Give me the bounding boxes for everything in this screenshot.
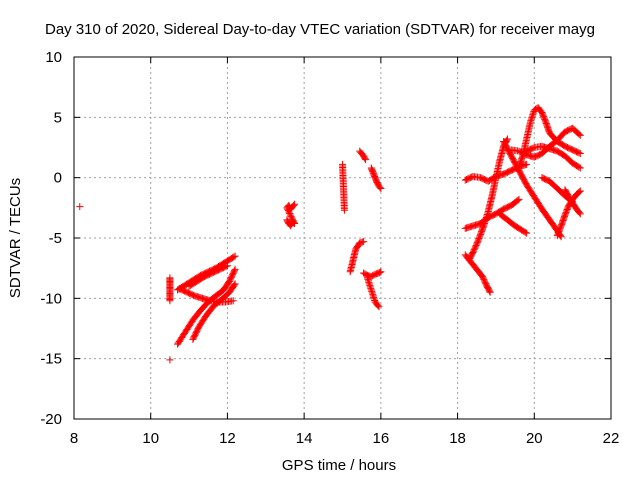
y-tick-label: 10 — [45, 49, 62, 66]
series-arc-20.0-mid — [523, 142, 584, 172]
series-isolated-15.0 — [339, 160, 348, 214]
series-arc-20.6-cross — [553, 187, 584, 240]
x-tick-label: 20 — [526, 430, 543, 447]
x-tick-label: 14 — [296, 430, 313, 447]
data-point — [521, 228, 529, 236]
data-point — [575, 130, 583, 138]
axis-ticks — [73, 56, 612, 420]
data-point — [231, 252, 239, 260]
data-point — [377, 185, 385, 193]
data-point — [222, 262, 230, 270]
data-point — [289, 217, 297, 225]
y-tick-label: -10 — [40, 290, 62, 307]
data-point — [230, 281, 238, 289]
series-arc-20.3-mid-fall — [538, 174, 577, 206]
series-arc-19.2-descend — [500, 137, 565, 241]
y-tick-label: -20 — [40, 411, 62, 428]
data-point — [231, 280, 239, 288]
x-axis-label: GPS time / hours — [282, 457, 396, 474]
data-point — [166, 356, 174, 364]
y-tick-label: 0 — [54, 170, 62, 187]
data-point — [376, 268, 384, 276]
series-arc-18.3-steep — [465, 135, 511, 264]
data-point — [575, 209, 583, 217]
data-point — [291, 220, 299, 228]
axis-tick-labels: 8 10 12 14 16 18 20 22 -20 -15 -10 -5 0 5 10 — [40, 49, 619, 447]
data-point — [374, 302, 382, 310]
data-point — [230, 253, 238, 261]
series-arc-15.2 — [346, 238, 368, 276]
data-point — [576, 150, 584, 158]
y-tick-label: 5 — [54, 109, 62, 126]
data-point — [514, 196, 522, 204]
chart-title: Day 310 of 2020, Sidereal Day-to-day VTE… — [45, 21, 595, 38]
data-point — [575, 163, 583, 171]
data-point — [376, 183, 384, 191]
data-point — [166, 297, 174, 305]
data-point — [568, 197, 576, 205]
y-tick-label: -15 — [40, 351, 62, 368]
data-point — [377, 268, 385, 276]
data-point — [340, 206, 348, 214]
x-tick-label: 18 — [449, 430, 466, 447]
x-tick-label: 10 — [142, 430, 159, 447]
data-point — [503, 135, 511, 143]
data-point — [576, 131, 584, 139]
data-point — [286, 211, 294, 219]
y-axis-label: SDTVAR / TECUs — [7, 178, 24, 298]
data-point — [290, 201, 298, 209]
series-cluster-15.45 — [356, 147, 370, 164]
series-cluster-10.5-a — [166, 274, 174, 305]
data-point — [290, 218, 298, 226]
series-isolated-10.5 — [166, 356, 174, 364]
data-points — [76, 104, 584, 364]
data-point — [523, 229, 531, 237]
data-point — [575, 188, 583, 196]
data-point — [229, 297, 237, 305]
data-point — [288, 215, 296, 223]
data-point — [231, 265, 239, 273]
data-point — [576, 187, 584, 195]
series-arc-15.7-descend — [363, 274, 383, 311]
data-point — [575, 149, 583, 157]
series-arc-10.7-descending — [174, 265, 239, 348]
series-arc-19.3-low — [496, 210, 531, 237]
x-tick-label: 8 — [70, 430, 78, 447]
data-point — [515, 195, 523, 203]
data-point — [576, 164, 584, 172]
series-arc-19.6-peak-high — [515, 104, 584, 171]
series-arc-11.0-rising — [189, 280, 239, 343]
series-arc-11.0-mid — [185, 262, 231, 290]
data-point — [360, 238, 368, 246]
data-point — [361, 154, 369, 162]
data-point — [230, 267, 238, 275]
x-tick-label: 16 — [373, 430, 390, 447]
data-point — [375, 303, 383, 311]
data-point — [291, 200, 299, 208]
series-cluster-13.6 — [283, 200, 299, 230]
data-point — [569, 198, 577, 206]
data-point — [76, 203, 84, 211]
data-point — [362, 156, 370, 164]
series-isolated-8.2 — [76, 203, 84, 211]
x-tick-label: 12 — [219, 430, 236, 447]
series-arc-15.7-fall — [367, 164, 385, 193]
data-point — [576, 210, 584, 218]
data-point — [486, 288, 494, 296]
data-point — [523, 160, 531, 168]
data-point — [223, 262, 231, 270]
data-point — [288, 214, 296, 222]
data-point — [287, 212, 295, 220]
data-point — [486, 287, 494, 295]
y-tick-label: -5 — [49, 230, 62, 247]
x-tick-label: 22 — [603, 430, 620, 447]
